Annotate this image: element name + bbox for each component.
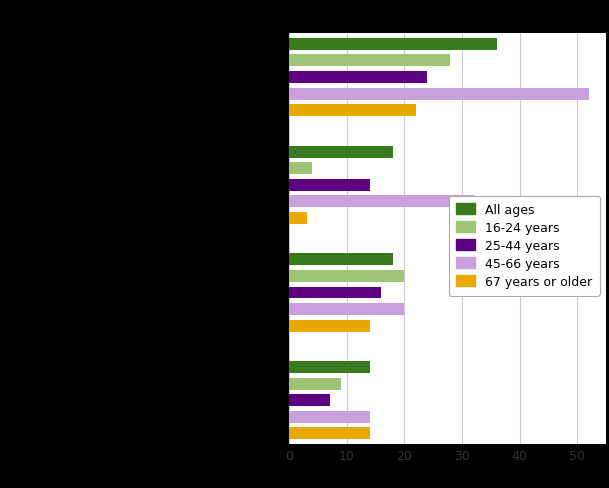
Bar [289, 55, 451, 67]
Bar [289, 146, 393, 158]
Bar [289, 270, 404, 283]
Bar [289, 254, 393, 266]
Bar [289, 394, 329, 407]
Bar [289, 378, 341, 390]
Bar [289, 361, 370, 373]
Bar [289, 105, 416, 117]
Bar [289, 180, 370, 191]
Bar [289, 411, 370, 423]
Bar [289, 39, 496, 51]
Bar [289, 88, 589, 101]
Bar [289, 196, 474, 208]
Bar [289, 212, 306, 224]
Bar [289, 163, 312, 175]
Legend: All ages, 16-24 years, 25-44 years, 45-66 years, 67 years or older: All ages, 16-24 years, 25-44 years, 45-6… [449, 196, 600, 296]
Bar [289, 427, 370, 440]
Bar [289, 320, 370, 332]
Bar [289, 72, 428, 84]
Bar [289, 287, 381, 299]
Bar [289, 304, 404, 315]
